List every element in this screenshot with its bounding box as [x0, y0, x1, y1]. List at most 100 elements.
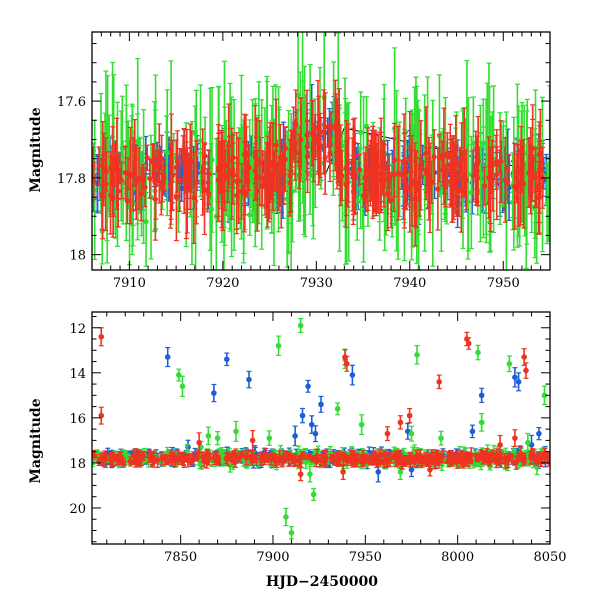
- data-point: [277, 162, 283, 168]
- data-point: [164, 150, 170, 156]
- panel-top: 7910 7920 7930 7940 7950 17.6 17.8 18: [57, 31, 551, 291]
- data-point: [493, 159, 499, 165]
- data-point: [112, 162, 118, 168]
- data-point: [504, 180, 510, 186]
- data-point: [206, 171, 212, 177]
- data-point: [372, 179, 378, 185]
- data-point: [408, 169, 414, 175]
- data-point: [358, 186, 364, 192]
- data-point: [115, 173, 122, 180]
- data-point: [280, 184, 287, 190]
- data-point: [388, 197, 394, 203]
- data-point: [138, 191, 144, 197]
- data-point: [498, 159, 504, 165]
- data-point: [490, 176, 496, 182]
- data-point: [401, 158, 407, 164]
- data-point: [92, 162, 96, 168]
- data-point: [230, 154, 236, 161]
- data-point: [423, 167, 430, 173]
- data-point: [122, 169, 128, 176]
- data-point: [259, 175, 265, 181]
- data-point: [124, 198, 130, 204]
- data-point: [177, 177, 183, 183]
- data-point: [282, 156, 288, 162]
- data-point: [295, 92, 301, 98]
- ticks: [91, 32, 551, 270]
- data-point: [419, 163, 425, 170]
- outlier-point: [308, 421, 315, 428]
- data-point: [304, 144, 310, 150]
- data-point: [288, 168, 294, 174]
- outlier-point: [512, 374, 518, 381]
- data-point: [200, 169, 206, 175]
- data-point: [273, 142, 279, 148]
- data-point: [296, 150, 302, 157]
- data-point: [391, 172, 397, 178]
- data-point: [481, 183, 487, 189]
- x-tick-label: 7910: [113, 276, 146, 291]
- data-point: [307, 136, 313, 142]
- outlier-point: [408, 466, 415, 473]
- data-point: [147, 175, 153, 182]
- series-red: [92, 79, 546, 247]
- data-point: [168, 179, 174, 185]
- data-point: [241, 184, 247, 190]
- data-point: [189, 159, 195, 165]
- data-point: [447, 154, 454, 160]
- data-point: [465, 171, 472, 177]
- data-point: [526, 170, 532, 176]
- y-tick-label: 17.8: [57, 172, 86, 187]
- data-point: [425, 180, 432, 186]
- data-point: [230, 173, 236, 179]
- data-point: [451, 174, 457, 181]
- data-point: [225, 173, 231, 180]
- x-tick-label: 7920: [206, 276, 239, 291]
- data-point: [130, 171, 136, 177]
- x-tick-label: 7940: [393, 276, 426, 291]
- data-point: [358, 129, 364, 135]
- data-point: [197, 138, 204, 144]
- data-point: [173, 194, 179, 200]
- data-point: [159, 184, 165, 190]
- data-point: [257, 160, 263, 166]
- outlier-point: [536, 430, 542, 437]
- data-point: [101, 166, 107, 173]
- outlier-point: [469, 428, 476, 435]
- data-point: [488, 189, 494, 195]
- data-point: [107, 192, 114, 198]
- data-point: [328, 125, 334, 131]
- outlier-point: [292, 433, 298, 439]
- data-point: [360, 192, 367, 198]
- data-point: [407, 156, 413, 162]
- data-point: [373, 155, 379, 161]
- data-point: [356, 166, 363, 173]
- data-point: [191, 195, 197, 201]
- outlier-point: [375, 469, 382, 475]
- data-point: [267, 170, 273, 176]
- data-point: [447, 179, 453, 185]
- plot-frame: [91, 31, 551, 271]
- data-point: [185, 165, 192, 171]
- data-point: [518, 147, 524, 154]
- data-point: [238, 188, 245, 194]
- data-point: [133, 179, 139, 185]
- outlier-point: [246, 376, 252, 383]
- data-point: [523, 203, 529, 209]
- data-point: [322, 124, 328, 130]
- data-point: [363, 176, 369, 182]
- data-point: [136, 175, 142, 182]
- data-point: [439, 153, 445, 160]
- data-point: [533, 187, 539, 193]
- data-point: [350, 173, 356, 179]
- data-point: [530, 145, 536, 152]
- data-point: [247, 212, 253, 218]
- data-point: [339, 172, 345, 179]
- data-point: [480, 140, 486, 146]
- data-point: [312, 134, 318, 140]
- data-point: [316, 137, 322, 144]
- y-tick-label: 17.6: [57, 95, 86, 110]
- data-point: [385, 190, 391, 196]
- outlier-point: [312, 430, 319, 437]
- data-point: [226, 143, 232, 149]
